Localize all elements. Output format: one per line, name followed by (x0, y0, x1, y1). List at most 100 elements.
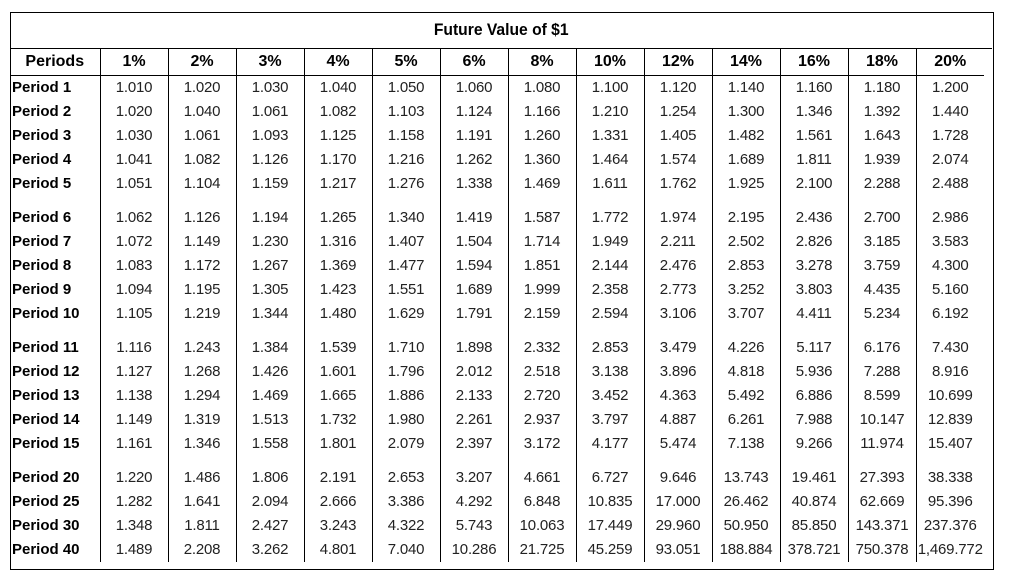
header-rate: 4% (303, 49, 372, 76)
table-cell: 1.392 (847, 100, 916, 124)
table-cell: 7.430 (915, 336, 984, 360)
table-cell: 1.384 (235, 336, 304, 360)
table-cell: 1.344 (235, 302, 304, 326)
table-cell: 9.646 (643, 466, 712, 490)
table-cell: 2.094 (235, 490, 304, 514)
table-cell: 237.376 (915, 514, 984, 538)
table-cell: 1.126 (235, 148, 304, 172)
table-cell: 1.539 (303, 336, 372, 360)
table-cell: 2.012 (439, 360, 508, 384)
header-rate: 14% (711, 49, 780, 76)
table-cell: 1.464 (575, 148, 644, 172)
table-cell: 1.300 (711, 100, 780, 124)
table-cell: 1.230 (235, 230, 304, 254)
table-cell: 1.265 (303, 206, 372, 230)
table-cell: 1.801 (303, 432, 372, 456)
table-cell: 2.191 (303, 466, 372, 490)
table-cell: 1.158 (371, 124, 440, 148)
table-cell: 1.061 (167, 124, 236, 148)
table-cell: 26.462 (711, 490, 780, 514)
table-cell: 4.363 (643, 384, 712, 408)
table-cell: 29.960 (643, 514, 712, 538)
table-cell: 2.397 (439, 432, 508, 456)
table-cell: 5.474 (643, 432, 712, 456)
table-cell: 1.469 (235, 384, 304, 408)
table-cell: 13.743 (711, 466, 780, 490)
table-cell: 143.371 (847, 514, 916, 538)
table-cell: 1.051 (99, 172, 168, 196)
period-label: Period 15 (12, 435, 80, 452)
table-cell: 1.020 (167, 75, 236, 100)
table-cell: 4.322 (371, 514, 440, 538)
table-row: Period 30 1.348 1.811 2.427 3.243 4.322 5.743 1… (10, 514, 984, 538)
table-cell: 1.217 (303, 172, 372, 196)
header-rate: 3% (235, 49, 304, 76)
table-cell: 1.886 (371, 384, 440, 408)
table-cell: 3.138 (575, 360, 644, 384)
group-spacer (10, 326, 984, 336)
table-cell: 1.629 (371, 302, 440, 326)
table-cell: 3.207 (439, 466, 508, 490)
table-cell: 1.100 (575, 75, 644, 100)
table-cell: 3.172 (507, 432, 576, 456)
table-cell: 3.243 (303, 514, 372, 538)
table-row: Period 9 1.094 1.195 1.305 1.423 1.551 1.689 1.… (10, 278, 984, 302)
table-cell: 1.149 (99, 408, 168, 432)
table-cell: 1.172 (167, 254, 236, 278)
table-cell: 1.489 (99, 538, 168, 562)
table-cell: 1.407 (371, 230, 440, 254)
table-cell: 3.278 (779, 254, 848, 278)
table-cell: 1.811 (167, 514, 236, 538)
table-cell: 40.874 (779, 490, 848, 514)
table-cell: 1.243 (167, 336, 236, 360)
table-cell: 4.177 (575, 432, 644, 456)
table-cell: 2.211 (643, 230, 712, 254)
table-cell: 1.082 (303, 100, 372, 124)
header-rate: 2% (167, 49, 236, 76)
table-frame (10, 12, 994, 570)
table-cell: 8.599 (847, 384, 916, 408)
table-cell: 3.262 (235, 538, 304, 562)
group-spacer (10, 456, 984, 466)
table-cell: 1,469.772 (915, 538, 984, 562)
table-cell: 27.393 (847, 466, 916, 490)
period-label: Period 40 (12, 541, 80, 558)
table-cell: 1.262 (439, 148, 508, 172)
table-cell: 1.030 (235, 75, 304, 100)
table-cell: 1.348 (99, 514, 168, 538)
table-cell: 2.261 (439, 408, 508, 432)
table-cell: 1.125 (303, 124, 372, 148)
table-cell: 1.346 (779, 100, 848, 124)
header-rate: 5% (371, 49, 440, 76)
table-cell: 1.140 (711, 75, 780, 100)
table-cell: 750.378 (847, 538, 916, 562)
table-cell: 2.853 (711, 254, 780, 278)
table-cell: 19.461 (779, 466, 848, 490)
table-cell: 6.727 (575, 466, 644, 490)
table-cell: 6.886 (779, 384, 848, 408)
table-cell: 1.791 (439, 302, 508, 326)
table-cell: 2.208 (167, 538, 236, 562)
table-cell: 2.986 (915, 206, 984, 230)
table-cell: 1.806 (235, 466, 304, 490)
table-cell: 4.801 (303, 538, 372, 562)
table-cell: 7.288 (847, 360, 916, 384)
table-cell: 1.477 (371, 254, 440, 278)
period-label: Period 2 (12, 103, 72, 120)
table-cell: 1.050 (371, 75, 440, 100)
table-cell: 1.440 (915, 100, 984, 124)
table-row: Period 3 1.030 1.061 1.093 1.125 1.158 1.191 1.… (10, 124, 984, 148)
table-cell: 1.166 (507, 100, 576, 124)
table-cell: 2.853 (575, 336, 644, 360)
table-cell: 1.020 (99, 100, 168, 124)
table-cell: 1.094 (99, 278, 168, 302)
table-cell: 17.449 (575, 514, 644, 538)
table-cell: 1.124 (439, 100, 508, 124)
header-rate: 8% (507, 49, 576, 76)
table-cell: 3.583 (915, 230, 984, 254)
table-cell: 1.040 (167, 100, 236, 124)
table-cell: 1.210 (575, 100, 644, 124)
table-cell: 3.185 (847, 230, 916, 254)
table-cell: 1.331 (575, 124, 644, 148)
table-cell: 1.082 (167, 148, 236, 172)
